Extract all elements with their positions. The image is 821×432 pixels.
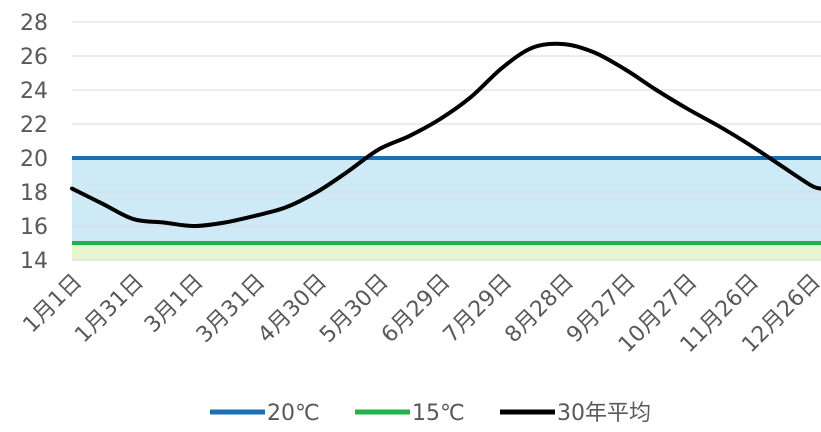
legend: 20℃ 15℃ 30年平均	[210, 401, 651, 426]
legend-label: 30年平均	[557, 401, 651, 426]
legend-label: 15℃	[412, 401, 465, 426]
band-1	[72, 243, 821, 260]
series-line-30yr-average	[70, 41, 821, 228]
x-tick-label: 1月31日	[70, 269, 148, 347]
y-tick-label: 24	[20, 79, 48, 104]
y-tick-label: 18	[20, 181, 48, 206]
y-tick-label: 28	[20, 11, 48, 36]
y-tick-label: 14	[20, 249, 48, 274]
reference-lines-layer	[72, 156, 821, 245]
legend-label: 20℃	[267, 401, 320, 426]
x-axis-labels: 1月1日1月31日3月1日3月31日4月30日5月30日6月29日7月29日8月…	[19, 269, 821, 357]
band-0	[72, 158, 821, 243]
y-axis-labels: 14 16 18 20 22 24 26 28	[20, 11, 48, 274]
y-tick-label: 16	[20, 215, 48, 240]
series-layer	[70, 41, 821, 228]
bands-layer	[72, 158, 821, 260]
y-tick-label: 22	[20, 113, 48, 138]
y-tick-label: 26	[20, 45, 48, 70]
y-tick-label: 20	[20, 147, 48, 172]
